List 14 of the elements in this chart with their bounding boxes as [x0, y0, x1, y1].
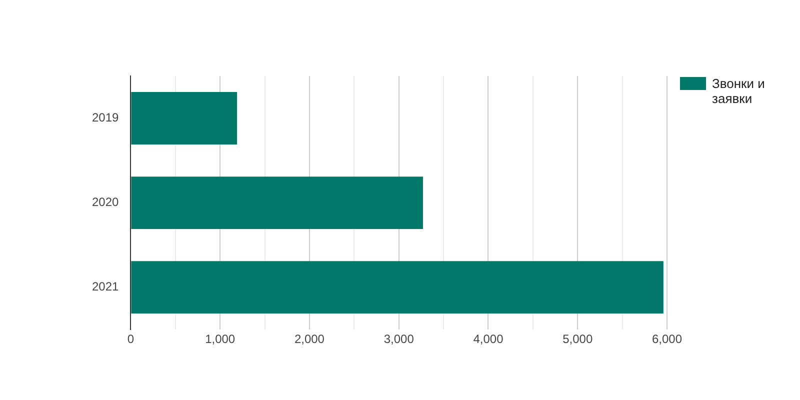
x-tick-label: 0	[127, 332, 134, 346]
y-tick-label: 2021	[92, 280, 120, 294]
x-tick-label: 6,000	[652, 332, 682, 346]
x-tick-label: 2,000	[294, 332, 325, 346]
y-tick-label: 2019	[92, 110, 120, 125]
x-tick-label: 5,000	[562, 332, 593, 346]
bar	[131, 176, 423, 230]
x-tick-label: 1,000	[205, 332, 236, 346]
y-tick-label: 2020	[92, 195, 120, 210]
x-tick-label: 4,000	[473, 332, 504, 346]
legend-label: Звонки и заявки	[712, 76, 766, 106]
x-tick-label: 3,000	[384, 332, 414, 346]
bar	[131, 92, 238, 144]
bar	[131, 261, 664, 314]
